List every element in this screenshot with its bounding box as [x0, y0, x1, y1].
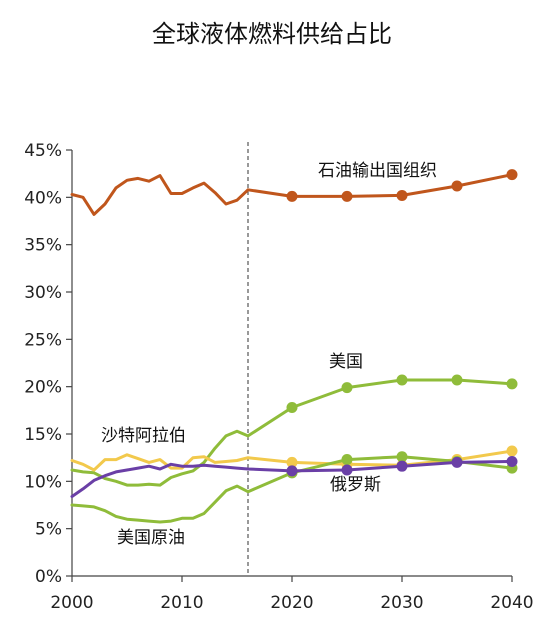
series-point: [341, 464, 353, 476]
series-point: [451, 374, 463, 386]
series-point: [341, 190, 353, 202]
series-0: [70, 169, 518, 216]
x-tick-label: 2000: [50, 593, 93, 613]
series-point: [341, 454, 353, 466]
y-tick-label: 0%: [35, 567, 62, 587]
series-label-us-crude: 美国原油: [117, 528, 185, 548]
y-tick-label: 40%: [24, 188, 62, 208]
series-point: [396, 189, 408, 201]
series-point: [396, 451, 408, 463]
series-line: [70, 378, 514, 487]
series-point: [286, 456, 298, 468]
series-label-us: 美国: [329, 352, 363, 372]
series-point: [451, 180, 463, 192]
y-tick-label: 10%: [24, 472, 62, 492]
series-4: [70, 455, 518, 498]
y-ticks: 0% 5% 10% 15% 20% 25% 30% 35% 40% 45%: [24, 141, 72, 587]
x-tick-label: 2030: [380, 593, 423, 613]
x-ticks: 2000 2010 2020 2030 2040: [50, 576, 534, 613]
series-point: [506, 169, 518, 181]
series-point: [506, 445, 518, 457]
series-point: [506, 455, 518, 467]
chart-title: 全球液体燃料供给占比: [152, 20, 392, 48]
series-label-saudi: 沙特阿拉伯: [101, 426, 186, 446]
y-tick-label: 5%: [35, 520, 62, 540]
series-line: [70, 173, 514, 216]
y-tick-label: 20%: [24, 378, 62, 398]
series-line: [70, 449, 514, 472]
y-tick-label: 30%: [24, 283, 62, 303]
series-1: [70, 374, 518, 487]
y-tick-label: 25%: [24, 330, 62, 350]
axes: [71, 150, 512, 577]
x-tick-label: 2010: [160, 593, 203, 613]
series-point: [286, 401, 298, 413]
series-point: [286, 465, 298, 477]
y-tick-label: 35%: [24, 236, 62, 256]
series-point: [341, 382, 353, 394]
series-point: [396, 460, 408, 472]
series-label-opec: 石油输出国组织: [318, 161, 437, 181]
x-tick-label: 2020: [270, 593, 313, 613]
series-point: [506, 378, 518, 390]
series-point: [451, 456, 463, 468]
y-tick-label: 45%: [24, 141, 62, 161]
y-tick-label: 15%: [24, 425, 62, 445]
series-layer: [70, 169, 518, 524]
series-label-russia: 俄罗斯: [330, 475, 381, 495]
series-point: [286, 190, 298, 202]
series-point: [396, 374, 408, 386]
series-line: [70, 460, 514, 498]
series-line: [70, 455, 514, 524]
x-tick-label: 2040: [490, 593, 533, 613]
